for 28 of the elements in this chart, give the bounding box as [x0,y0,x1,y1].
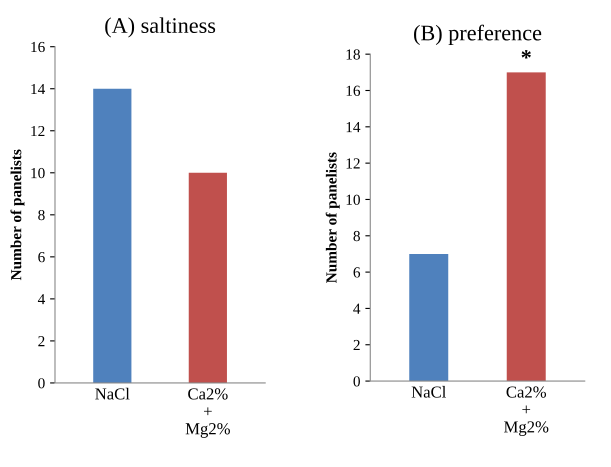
x-tick-label: NaCl [95,388,130,400]
x-tick-label: Ca2% + Mg2% [186,388,230,438]
y-tick-label: 0 [38,378,45,388]
y-tick-label: 8 [38,210,45,220]
y-tick-label: 10 [346,194,360,205]
y-tick-label: 10 [31,168,45,178]
y-tick-label: 12 [346,158,360,168]
y-tick-label: 16 [346,86,360,96]
chart-title: (B) preference [414,24,542,46]
y-tick-label: 6 [38,252,45,262]
y-tick-label: 4 [38,294,46,304]
x-tick-label: Ca2% + Mg2% [504,386,548,436]
y-tick-label: 2 [38,336,44,346]
y-tick-label: 12 [31,126,44,136]
y-axis-title: Number of panelists [10,150,24,280]
y-tick-label: 2 [354,340,360,350]
y-tick-label: 14 [346,122,360,132]
y-tick-label: 8 [353,230,360,242]
y-tick-label: 16 [31,42,45,52]
y-tick-label: 6 [354,267,360,278]
y-tick-label: 0 [353,376,360,387]
chart-title: (A) saltiness [105,17,216,38]
annotation: * [522,50,531,59]
y-tick-label: 4 [353,304,360,314]
x-tick-label: NaCl [412,386,446,398]
y-axis-title: Number of panelists [326,152,340,283]
y-tick-label: 18 [346,49,360,60]
y-tick-label: 14 [31,84,46,94]
